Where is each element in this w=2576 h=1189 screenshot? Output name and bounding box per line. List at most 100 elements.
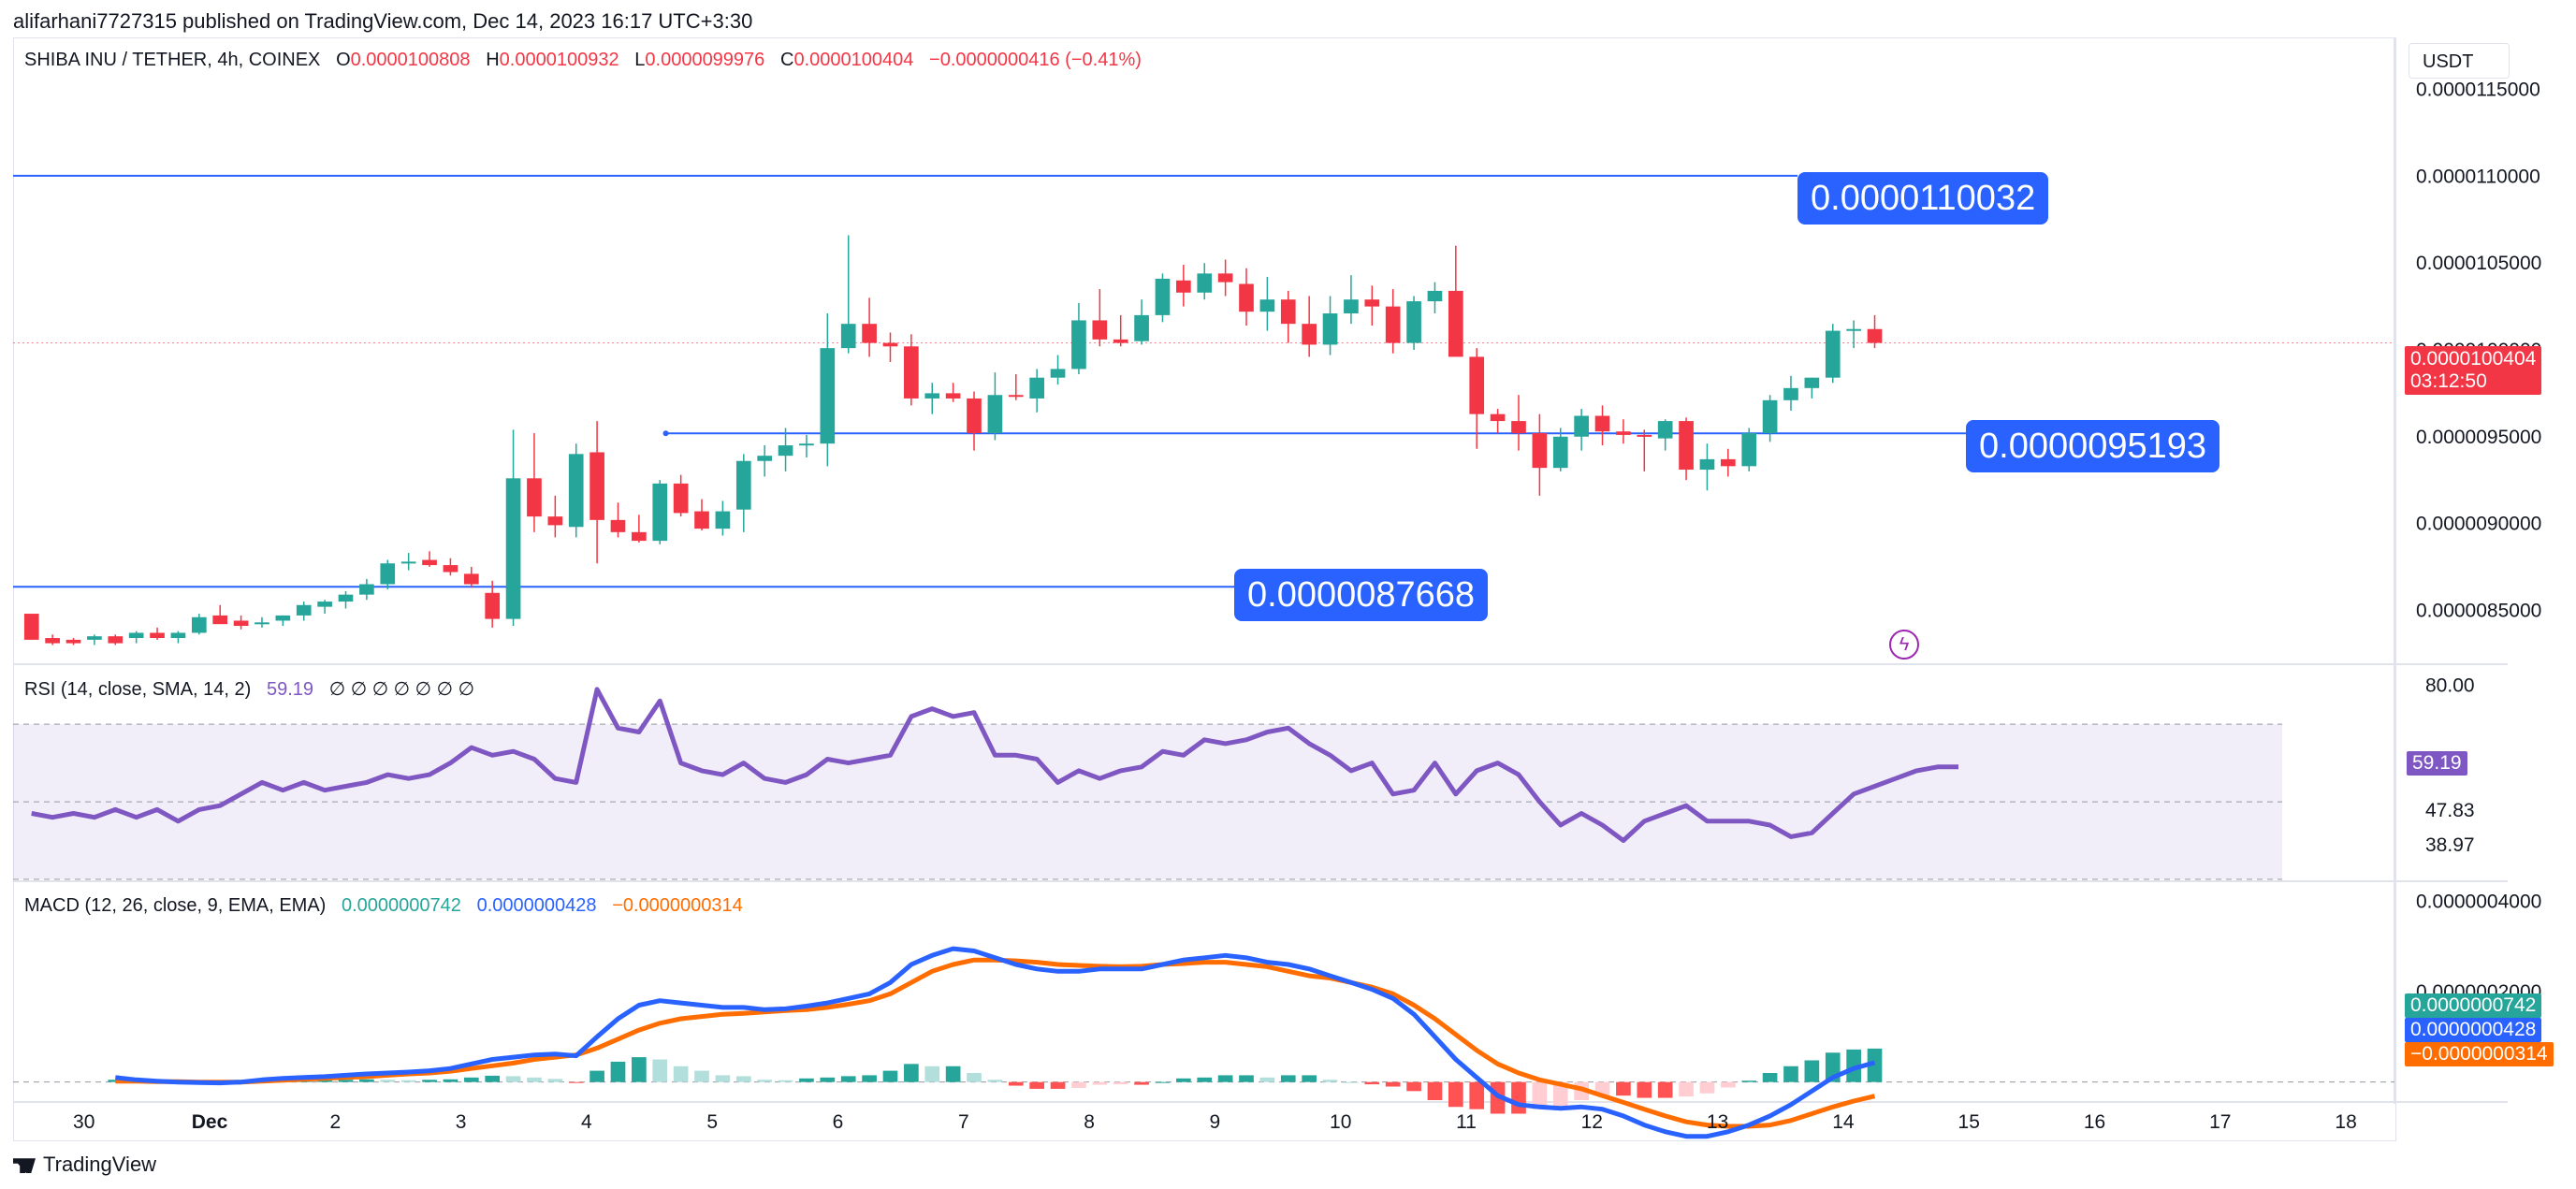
macd-hist-bar [1134,1081,1149,1085]
candle-body [694,511,709,529]
candle-body [255,622,269,625]
rsi-line [31,687,1958,843]
candle-body [275,615,291,621]
candle-body [1448,290,1463,357]
macd-hist-bar [527,1077,542,1082]
macd-hist-bar [1050,1081,1066,1089]
time-tick-label: 2 [329,1111,341,1133]
macd-hist-bar [1280,1075,1296,1082]
macd-hist-bar [757,1080,773,1082]
macd-hist-value: 0.0000000742 [342,895,461,916]
macd-hist-bar [1741,1080,1757,1082]
currency-button[interactable]: USDT [2409,43,2510,79]
macd-hist-bar [422,1080,437,1082]
candle-body [840,324,856,349]
candle-body [1259,299,1275,312]
macd-hist-bar [1552,1081,1568,1107]
candle-body [527,478,542,517]
macd-hist-bar [1532,1081,1548,1109]
candle-body [1008,395,1024,398]
macd-tick-label: 0.0000004000 [2416,891,2541,912]
candle-body [924,393,940,399]
macd-label[interactable]: MACD (12, 26, close, 9, EMA, EMA) [24,895,327,916]
macd-hist-bar [485,1075,501,1082]
time-tick-label: 12 [1581,1111,1603,1133]
macd-hist-bar [1406,1081,1421,1092]
candle-body [485,592,501,619]
macd-hist-bar [799,1078,814,1082]
change-value: −0.0000000416 (−0.41%) [929,50,1142,70]
macd-hist-bar [1071,1081,1086,1088]
candle-body [400,561,416,564]
candle-body [1427,290,1443,302]
macd-hist-bar [1344,1081,1359,1083]
candle-body [820,348,836,444]
macd-hist-bar [1616,1081,1631,1096]
macd-line-value: 0.0000000428 [476,895,597,916]
macd-hist-bar [632,1057,647,1082]
candle-body [212,615,228,625]
candle-body [1050,369,1066,378]
time-axis: 30 Dec 2 3 4 5 6 7 8 9 10 11 12 13 14 15 16 17 18 [73,1111,2357,1133]
candle-body [233,620,249,627]
macd-hist-bar [652,1059,668,1082]
candle-body [1406,301,1421,343]
candle-body [1364,299,1380,307]
high-value: 0.0000100932 [499,50,619,70]
candle-body [1490,413,1506,422]
candle-body [904,346,919,399]
time-tick-label: 15 [1958,1111,1980,1133]
high-label: H [486,50,500,70]
candle-body [338,594,354,602]
macd-hist-bar [1364,1081,1380,1085]
last-price-value: 0.0000100404 [2410,348,2537,370]
macd-hist-bar [463,1077,479,1082]
macd-hist-bar [1113,1081,1128,1085]
price-tick-label: 0.0000110000 [2416,166,2540,187]
candle-body [610,519,626,532]
symbol-label[interactable]: SHIBA INU / TETHER, 4h, COINEX [24,50,321,70]
candle-body [757,456,773,461]
time-tick-label: 13 [1707,1111,1728,1133]
last-price-countdown: 03:12:50 [2410,370,2487,392]
time-tick-label: 8 [1084,1111,1095,1133]
time-tick-label: 10 [1330,1111,1351,1133]
price-tick-label: 0.0000085000 [2416,600,2541,621]
candle-body [1280,299,1296,325]
macd-hist-bar [1637,1081,1652,1098]
level-label-1[interactable]: 0.0000095193 [1966,420,2220,472]
price-tick-label: 0.0000095000 [2416,427,2541,448]
price-tick-label: 0.0000105000 [2416,253,2541,274]
candle-body [862,324,877,343]
tradingview-logo[interactable]: TradingView [13,1153,156,1177]
candle-body [1846,328,1861,331]
macd-hist-bar [1197,1077,1213,1082]
rsi-placeholders: ∅ ∅ ∅ ∅ ∅ ∅ ∅ [328,679,475,700]
rsi-current-tag: 59.19 [2407,751,2467,776]
time-tick-label: 14 [1832,1111,1855,1133]
candle-body [443,565,458,573]
candle-body [1197,273,1213,293]
macd-hist-tag: 0.0000000742 [2405,993,2542,1018]
candle-body [715,511,731,529]
macd-hist-bar [568,1081,584,1083]
macd-hist-bar [1469,1081,1485,1109]
rsi-label[interactable]: RSI (14, close, SMA, 14, 2) [24,679,252,700]
lightning-icon[interactable]: ϟ [1889,630,1919,660]
level-label-2[interactable]: 0.0000087668 [1234,569,1489,621]
candle-body [1322,313,1338,345]
macd-hist-bar [840,1076,856,1082]
time-tick-label: 7 [958,1111,969,1133]
macd-hist-bar [1427,1081,1443,1100]
macd-signal-value: −0.0000000314 [612,895,743,916]
level-label-0[interactable]: 0.0000110032 [1797,172,2049,225]
rsi-panel: 80.00 47.83 38.97 [13,675,2475,880]
macd-hist-bar [694,1070,709,1082]
candle-body [987,395,1003,434]
time-tick-label: 17 [2209,1111,2231,1133]
tradingview-brand: TradingView [43,1153,157,1176]
macd-hist-bar [1217,1075,1233,1082]
candle-body [1616,431,1631,435]
